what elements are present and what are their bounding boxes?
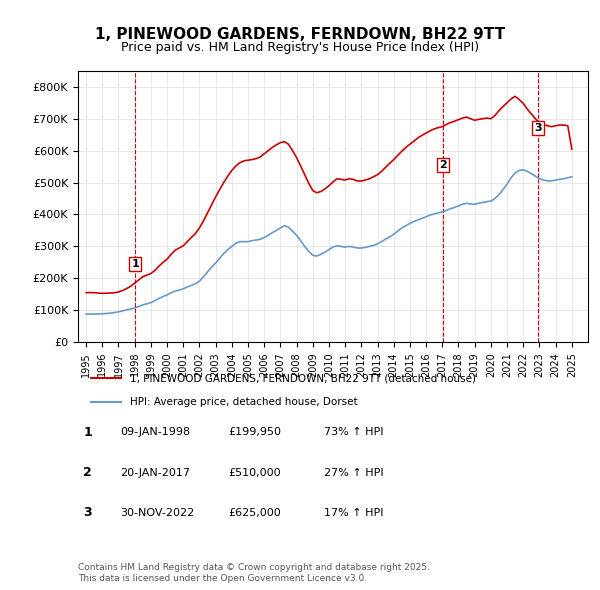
Text: HPI: Average price, detached house, Dorset: HPI: Average price, detached house, Dors… (130, 397, 358, 407)
Text: 30-NOV-2022: 30-NOV-2022 (120, 508, 194, 517)
Text: £510,000: £510,000 (228, 468, 281, 477)
Text: 1: 1 (131, 259, 139, 269)
Text: 1, PINEWOOD GARDENS, FERNDOWN, BH22 9TT: 1, PINEWOOD GARDENS, FERNDOWN, BH22 9TT (95, 27, 505, 41)
Text: 73% ↑ HPI: 73% ↑ HPI (324, 428, 383, 437)
Text: £625,000: £625,000 (228, 508, 281, 517)
Text: 1: 1 (83, 426, 92, 439)
Text: 09-JAN-1998: 09-JAN-1998 (120, 428, 190, 437)
Text: 20-JAN-2017: 20-JAN-2017 (120, 468, 190, 477)
Text: 17% ↑ HPI: 17% ↑ HPI (324, 508, 383, 517)
Text: 2: 2 (439, 160, 447, 170)
Text: 27% ↑ HPI: 27% ↑ HPI (324, 468, 383, 477)
Text: 1, PINEWOOD GARDENS, FERNDOWN, BH22 9TT (detached house): 1, PINEWOOD GARDENS, FERNDOWN, BH22 9TT … (130, 373, 476, 384)
Text: £199,950: £199,950 (228, 428, 281, 437)
Text: Price paid vs. HM Land Registry's House Price Index (HPI): Price paid vs. HM Land Registry's House … (121, 41, 479, 54)
Text: Contains HM Land Registry data © Crown copyright and database right 2025.
This d: Contains HM Land Registry data © Crown c… (78, 563, 430, 583)
Text: 3: 3 (535, 123, 542, 133)
Text: 2: 2 (83, 466, 92, 479)
Text: 3: 3 (83, 506, 92, 519)
